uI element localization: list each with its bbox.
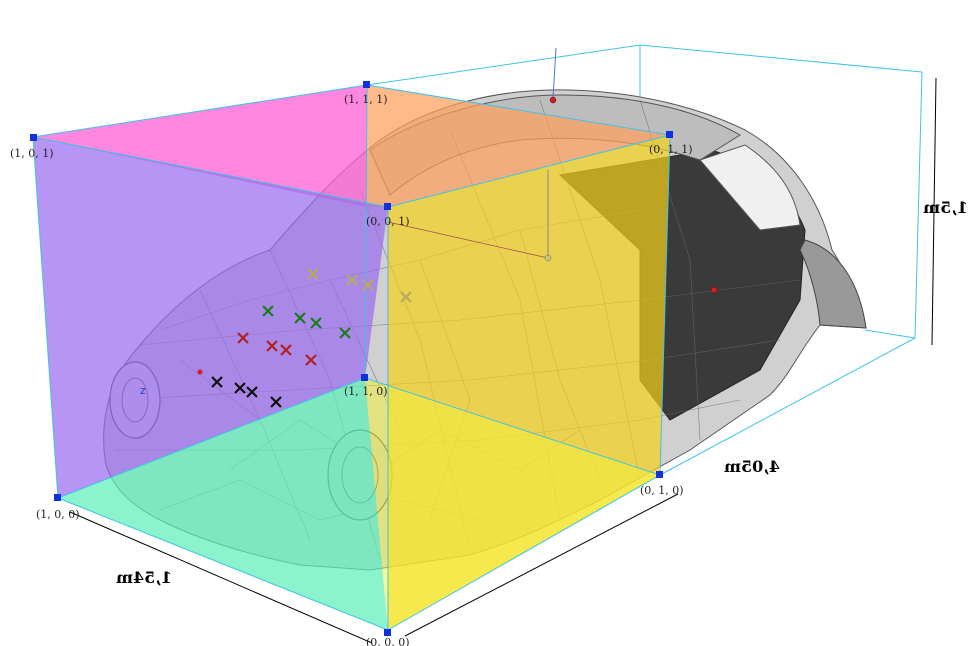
marker-black-1: [234, 382, 246, 394]
vertex-101: [30, 134, 37, 141]
marker-green-3: [339, 327, 351, 339]
marker-red-2: [280, 344, 292, 356]
face-top-magenta: [33, 85, 367, 207]
label-v010: (0, 1, 0): [640, 484, 684, 497]
marker-khaki-2: [362, 279, 374, 291]
marker-red-0: [237, 332, 249, 344]
marker-black-3: [270, 396, 282, 408]
label-v110: (1, 1, 0): [344, 385, 388, 398]
marker-green-2: [310, 317, 322, 329]
front-window: [699, 144, 801, 231]
vertex-111: [363, 81, 370, 88]
axis-hint: z: [140, 384, 146, 397]
marker-red-1: [266, 340, 278, 352]
center-axis: [197, 47, 718, 375]
center-point-top: [549, 96, 557, 104]
marker-khaki-0: [307, 268, 319, 280]
face-top-orange: [367, 85, 670, 207]
marker-khaki-1: [346, 274, 358, 286]
vertex-000: [384, 629, 391, 636]
marker-black-0: [211, 376, 223, 388]
label-v011: (0, 1, 1): [649, 143, 693, 156]
dimension-width: 1,54m: [116, 568, 172, 587]
cube-edges: [32, 84, 671, 631]
label-v101: (1, 0, 1): [10, 147, 54, 160]
label-v001: (0, 0, 1): [366, 215, 410, 228]
marker-green-1: [294, 312, 306, 324]
vertex-100: [54, 494, 61, 501]
marker-green-0: [262, 305, 274, 317]
dimension-lines: [69, 77, 937, 644]
face-bottom-yellow: [365, 378, 660, 630]
dimension-labels: 1,54m 4,05m 1,5m: [116, 198, 968, 587]
vertex-labels: (1, 0, 1) (1, 1, 1) (0, 0, 1) (0, 1, 1) …: [10, 93, 693, 646]
face-bottom-green: [58, 378, 388, 630]
label-v000: (0, 0, 0): [366, 636, 410, 646]
dimension-height: 1,5m: [923, 198, 968, 217]
marker-khaki-3: [400, 291, 412, 303]
center-point-mid: [544, 254, 552, 262]
rear-wheel-arch: [799, 239, 867, 329]
vertex-011: [666, 131, 673, 138]
marker-red-3: [305, 354, 317, 366]
cube-vertices: [30, 81, 673, 636]
vertex-010: [656, 471, 663, 478]
cube-faces: [33, 85, 670, 630]
marker-black-2: [246, 386, 258, 398]
center-point-left: [197, 369, 203, 375]
outer-bounding-box: [366, 44, 923, 476]
label-v100: (1, 0, 0): [36, 508, 80, 521]
vertex-110: [361, 374, 368, 381]
sample-markers: [211, 268, 412, 408]
vertex-001: [384, 203, 391, 210]
label-v111: (1, 1, 1): [344, 93, 388, 106]
center-point-right: [710, 286, 718, 294]
face-left-purple: [33, 137, 388, 498]
dimension-length: 4,05m: [724, 457, 780, 476]
